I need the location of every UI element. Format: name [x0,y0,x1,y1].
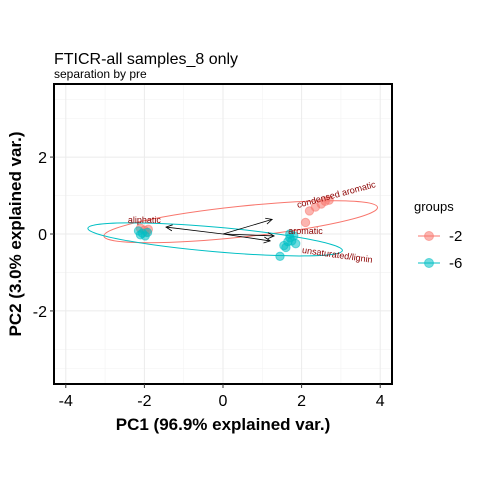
point-group--6 [291,238,301,249]
x-tick-label: 2 [297,393,306,410]
point-group--2 [324,195,334,205]
x-tick-label: 4 [376,393,385,410]
y-tick-label: 2 [38,150,47,167]
x-axis-label: PC1 (96.9% explained var.) [116,415,331,434]
legend-label--2: -2 [449,228,462,245]
chart-subtitle: separation by pre [54,67,147,81]
x-tick-label: 0 [219,393,228,410]
y-axis-label: PC2 (3.0% explained var.) [6,131,25,336]
point-group--6 [281,242,291,253]
point-group--6 [275,251,285,262]
y-tick-label: -2 [33,304,47,321]
vector-arrow-unsaturated-lignin [222,233,271,242]
chart-title: FTICR-all samples_8 only [54,51,238,68]
y-axis-ticks: -2 0 2 [33,150,54,321]
x-tick-label: -4 [59,393,73,410]
y-tick-label: 0 [38,227,47,244]
vector-arrow-aromatic [222,233,275,237]
legend-title: groups [414,199,454,214]
vector-label: aromatic [288,226,323,236]
point-group--6 [135,230,146,240]
vector-arrow-condensed-aromatic [222,219,273,235]
legend: groups -2 -6 [414,199,462,272]
vector-arrow-aliphatic [165,226,224,235]
loading-vectors [165,217,276,244]
legend-key-point--2 [424,231,434,241]
point-group--6 [289,231,299,241]
point-group--2 [300,217,311,228]
vector-arrowhead [267,232,276,240]
vector-arrowhead [165,224,173,232]
vector-arrowhead [263,236,272,244]
x-axis-ticks: -4 -2 0 2 4 [59,384,385,410]
grid-lines [54,84,392,384]
ellipse-group--6 [87,222,343,257]
x-tick-label: -2 [137,393,151,410]
legend-key-point--6 [424,258,434,268]
legend-label--6: -6 [449,255,462,272]
data-points [133,195,334,262]
legend-items: -2 -6 [418,228,462,272]
vector-arrowhead [265,217,274,225]
vector-label: aliphatic [128,215,162,225]
